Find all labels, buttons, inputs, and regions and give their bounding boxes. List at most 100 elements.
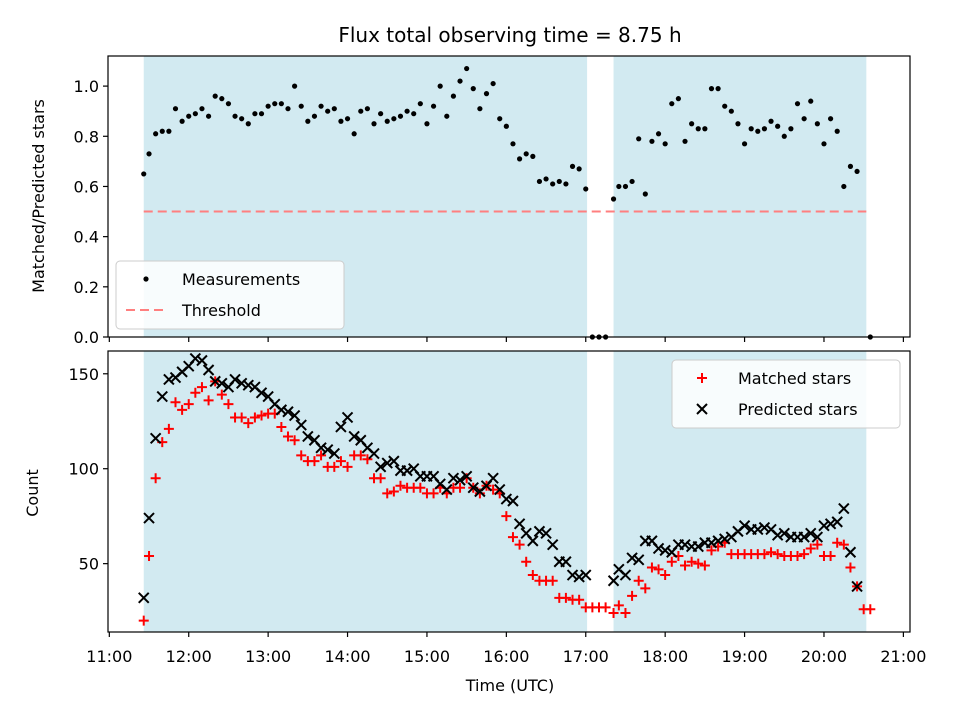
bottom-predicted-stars-point bbox=[335, 421, 347, 433]
bottom-matched-stars-point bbox=[759, 549, 770, 560]
top-measurements-point bbox=[530, 153, 536, 159]
bottom-matched-stars-point bbox=[276, 421, 287, 432]
top-measurements-point bbox=[490, 80, 496, 87]
bottom-matched-stars-point bbox=[355, 450, 366, 461]
bottom-predicted-stars-point bbox=[758, 521, 771, 534]
bottom-predicted-stars-point bbox=[632, 554, 645, 566]
bottom-predicted-stars-point bbox=[156, 390, 168, 403]
bottom-matched-stars-point bbox=[772, 549, 783, 560]
bottom-predicted-stars-point bbox=[540, 527, 552, 539]
bottom-predicted-stars-point bbox=[368, 447, 380, 460]
top-measurements-point bbox=[444, 113, 450, 119]
bottom-matched-stars-point bbox=[282, 431, 293, 442]
bottom-predicted-stars-point bbox=[500, 493, 513, 505]
bottom-predicted-stars-point bbox=[771, 529, 784, 541]
top-measurements-point bbox=[477, 106, 483, 112]
bottom-matched-stars-point bbox=[415, 482, 426, 493]
bottom-predicted-stars-point bbox=[533, 525, 546, 538]
top-legend-marker-measurements bbox=[143, 276, 149, 282]
bottom-predicted-stars-point bbox=[798, 531, 810, 543]
bottom-predicted-stars-point bbox=[255, 387, 268, 399]
top-measurements-point bbox=[523, 151, 529, 157]
bottom-matched-stars-point bbox=[832, 537, 843, 548]
top-measurements-point bbox=[682, 138, 688, 144]
top-measurements-point bbox=[141, 171, 147, 177]
top-measurements-point bbox=[841, 183, 847, 190]
top-ytick-label: 0.6 bbox=[74, 177, 99, 196]
bottom-matched-stars-point bbox=[799, 549, 810, 560]
bottom-matched-stars-point bbox=[329, 461, 340, 472]
bottom-matched-stars-point bbox=[825, 551, 836, 562]
bottom-predicted-stars-point bbox=[138, 592, 150, 604]
top-measurements-point bbox=[172, 106, 179, 112]
bottom-predicted-stars-point bbox=[348, 430, 360, 443]
top-measurements-point bbox=[610, 196, 617, 202]
top-measurements-point bbox=[702, 126, 708, 132]
top-measurements-point bbox=[483, 91, 490, 97]
top-measurements-point bbox=[344, 116, 351, 122]
bottom-legend: Matched stars Predicted stars bbox=[671, 359, 901, 429]
top-measurements-point bbox=[497, 116, 503, 122]
top-measurements-point bbox=[715, 86, 721, 92]
bottom-matched-stars-point bbox=[170, 397, 181, 408]
bottom-predicted-stars-point bbox=[321, 444, 334, 456]
bottom-predicted-stars-point bbox=[328, 447, 341, 460]
bottom-predicted-stars-point bbox=[679, 538, 691, 551]
bottom-matched-stars-point bbox=[138, 615, 149, 626]
bottom-xtick-label: 20:00 bbox=[801, 647, 847, 666]
top-measurements-point bbox=[225, 101, 232, 107]
bottom-matched-stars-point bbox=[144, 551, 155, 562]
top-measurements-point bbox=[583, 186, 589, 192]
top-measurements-point bbox=[371, 121, 377, 127]
top-measurements-point bbox=[510, 141, 516, 147]
bottom-predicted-stars-point bbox=[818, 519, 830, 532]
bottom-matched-stars-point bbox=[620, 608, 631, 619]
bottom-predicted-stars-point bbox=[805, 527, 817, 539]
top-measurements-point bbox=[252, 111, 258, 117]
bottom-predicted-stars-point bbox=[719, 533, 731, 545]
top-measurements-point bbox=[384, 118, 390, 124]
top-measurements-point bbox=[391, 116, 397, 122]
bottom-matched-stars-point bbox=[474, 488, 485, 499]
bottom-matched-stars-point bbox=[865, 604, 876, 615]
chart-title: Flux total observing time = 8.75 h bbox=[338, 23, 681, 47]
bottom-predicted-stars-point bbox=[507, 495, 519, 507]
top-measurements-point bbox=[457, 78, 463, 84]
bottom-predicted-stars-point bbox=[844, 546, 857, 558]
top-measurements-point bbox=[212, 93, 218, 99]
top-measurements-point bbox=[516, 156, 523, 162]
top-ytick-label: 0.4 bbox=[74, 228, 99, 247]
top-measurements-point bbox=[311, 113, 318, 119]
bottom-predicted-stars-point bbox=[288, 409, 301, 422]
bottom-matched-stars-point bbox=[256, 410, 267, 421]
top-measurements-point bbox=[669, 101, 675, 107]
bottom-predicted-stars-point bbox=[401, 464, 413, 477]
bottom-matched-stars-point bbox=[382, 488, 393, 499]
bottom-matched-stars-point bbox=[805, 543, 816, 554]
bottom-matched-stars-point bbox=[223, 399, 234, 410]
top-panel-ratio: 0.0 0.2 0.4 0.6 0.8 1.0 Measurements Threshold bbox=[74, 55, 911, 347]
bottom-predicted-stars-point bbox=[235, 377, 248, 389]
bottom-matched-stars-point bbox=[521, 556, 532, 567]
top-measurements-point bbox=[305, 118, 311, 124]
top-measurements-point bbox=[801, 116, 807, 122]
top-measurements-point bbox=[854, 168, 860, 175]
bottom-legend-label-matched-stars: Matched stars bbox=[738, 369, 851, 388]
top-measurements-point bbox=[278, 101, 284, 107]
bottom-predicted-stars-point bbox=[831, 516, 843, 528]
bottom-matched-stars-point bbox=[627, 590, 638, 601]
bottom-predicted-stars-point bbox=[163, 373, 175, 386]
bottom-predicted-stars-point bbox=[838, 502, 850, 515]
bottom-predicted-stars-point bbox=[705, 537, 718, 549]
top-measurements-point bbox=[695, 126, 701, 132]
top-measurements-point bbox=[318, 103, 324, 109]
bottom-xtick-label: 17:00 bbox=[563, 647, 609, 666]
bottom-matched-stars-point bbox=[680, 560, 691, 571]
bottom-legend-box bbox=[671, 359, 901, 429]
top-measurements-point bbox=[642, 191, 648, 197]
top-measurements-point bbox=[258, 111, 265, 117]
top-ytick-label: 0.2 bbox=[74, 278, 99, 297]
top-measurements-point bbox=[748, 126, 754, 132]
bottom-matched-stars-point bbox=[289, 435, 300, 446]
